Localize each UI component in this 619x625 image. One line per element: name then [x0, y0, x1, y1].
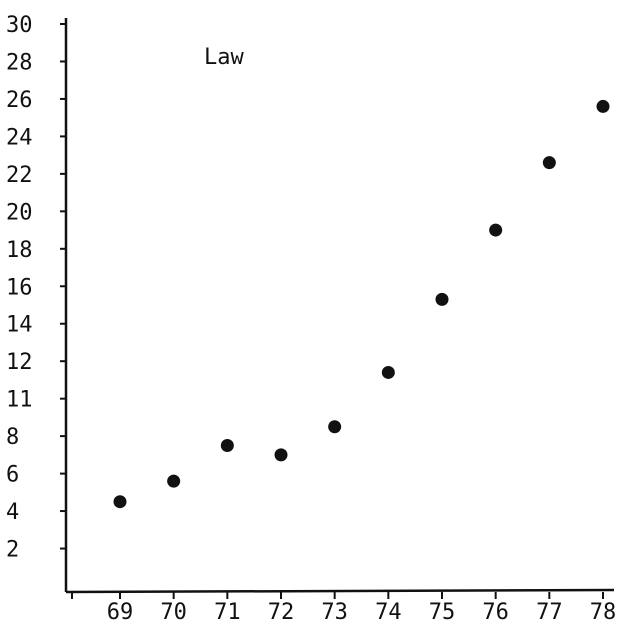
x-tick-label: 69: [107, 600, 134, 625]
y-tick-label: 26: [6, 88, 33, 113]
y-tick-label: 20: [6, 200, 33, 225]
y-tick-label: 8: [6, 425, 19, 450]
y-tick-label: 30: [6, 13, 33, 38]
y-tick-label: 14: [6, 313, 33, 338]
x-tick-label: 78: [590, 600, 617, 625]
x-tick-label: 73: [321, 600, 348, 625]
data-point: [113, 495, 127, 509]
data-points: [113, 99, 610, 509]
x-tick-label: 70: [160, 600, 187, 625]
data-point: [274, 448, 288, 462]
y-tick-label: 22: [6, 163, 33, 188]
y-tick-label: 2: [6, 538, 19, 563]
y-tick-label: 18: [6, 238, 33, 263]
y-tick-label: 11: [6, 388, 33, 413]
y-tick-label: 24: [6, 125, 33, 150]
x-tick-label: 71: [214, 600, 241, 625]
y-tick-label: 16: [6, 275, 33, 300]
data-point: [489, 223, 503, 237]
y-tick-label: 28: [6, 50, 33, 75]
y-tick-label: 12: [6, 350, 33, 375]
x-axis-line: [65, 588, 615, 594]
data-point: [328, 420, 342, 434]
x-tick-label: 77: [536, 600, 563, 625]
y-tick-label: 6: [6, 463, 19, 488]
data-point: [542, 156, 556, 170]
y-tick-label: 4: [6, 500, 19, 525]
x-tick-label: 72: [268, 600, 295, 625]
data-point: [167, 474, 181, 488]
x-tick-label: 76: [482, 600, 509, 625]
chart-title: Law: [204, 45, 244, 70]
data-point: [435, 292, 449, 306]
x-tick-label: 74: [375, 600, 402, 625]
data-point: [381, 365, 395, 379]
data-point: [596, 99, 610, 113]
x-tick-label: 75: [429, 600, 456, 625]
data-point: [220, 439, 234, 452]
x-axis-ticks: 69 70 71 72 73 74 75 76 77 78: [71, 592, 617, 625]
